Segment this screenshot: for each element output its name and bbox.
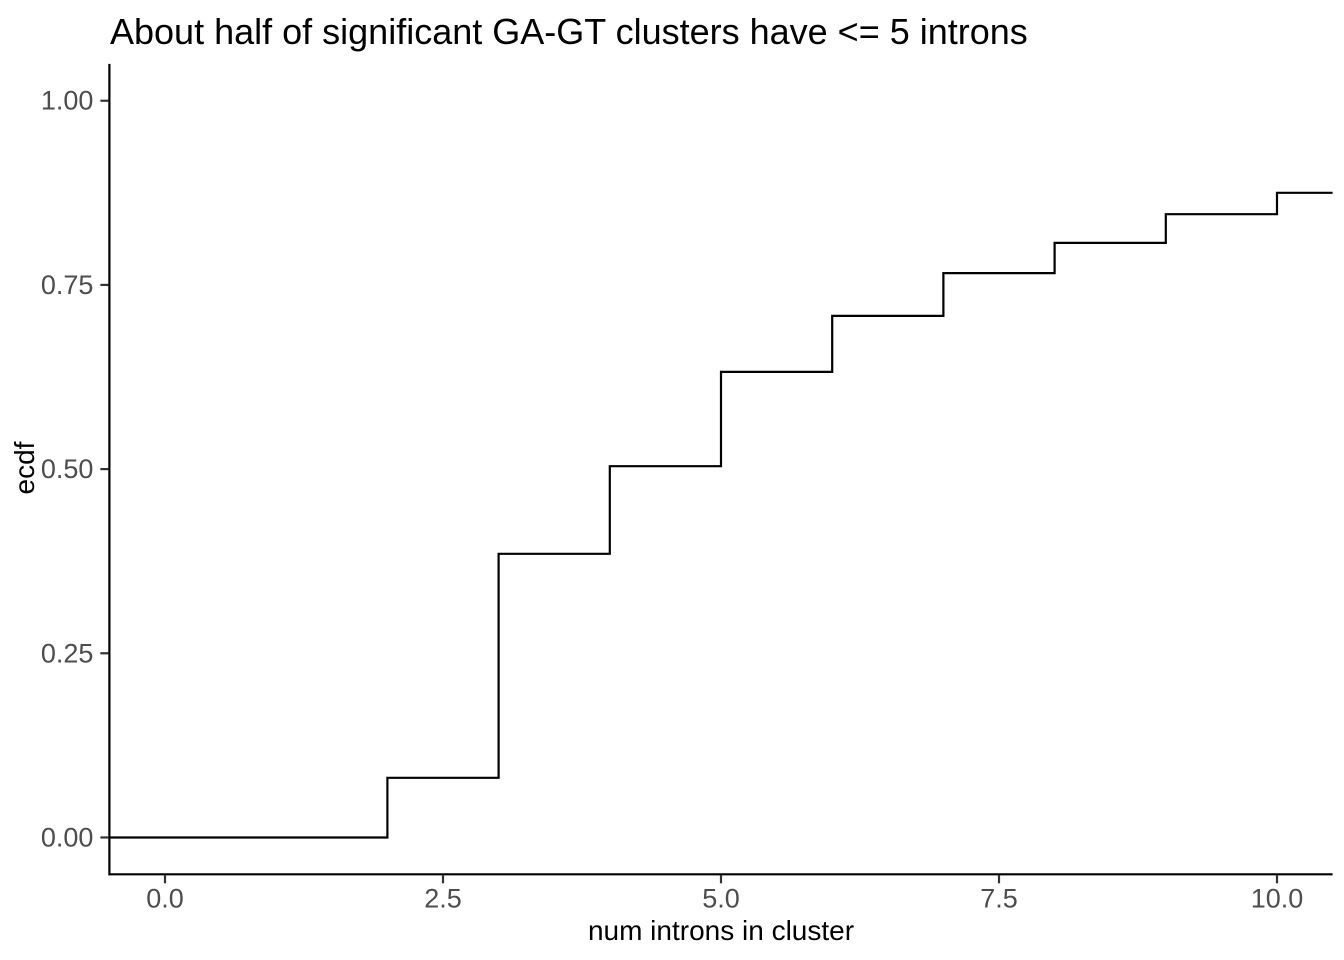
y-axis-title: ecdf	[9, 441, 40, 494]
y-tick-label: 0.50	[41, 454, 94, 484]
ecdf-step-line	[109, 191, 1333, 839]
y-tick-label: 0.25	[41, 638, 94, 668]
y-tick-label: 1.00	[41, 86, 94, 116]
x-axis-title: num introns in cluster	[588, 915, 854, 946]
chart-title: About half of significant GA-GT clusters…	[110, 11, 1028, 52]
x-tick-label: 0.0	[146, 883, 184, 913]
x-tick-label: 10.0	[1251, 883, 1304, 913]
x-tick-label: 5.0	[702, 883, 740, 913]
y-tick-label: 0.00	[41, 822, 94, 852]
x-axis-ticks: 0.0 2.5 5.0 7.5 10.0	[146, 875, 1303, 913]
x-tick-label: 7.5	[980, 883, 1018, 913]
x-tick-label: 2.5	[424, 883, 462, 913]
y-tick-label: 0.75	[41, 270, 94, 300]
y-axis-ticks: 0.00 0.25 0.50 0.75 1.00	[41, 86, 109, 852]
